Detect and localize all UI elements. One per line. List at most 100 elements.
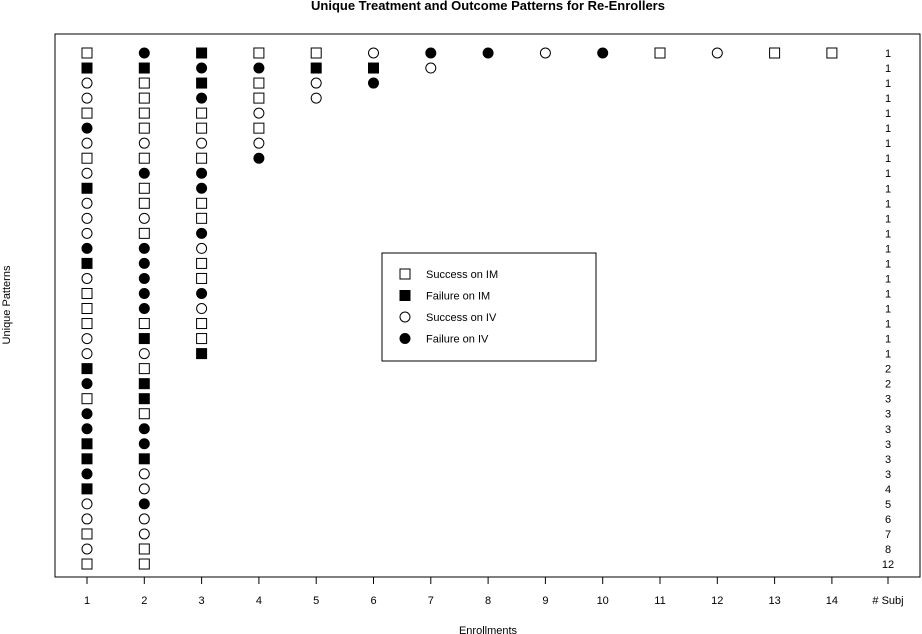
subject-count-label: 1 — [885, 93, 891, 105]
legend-marker — [399, 333, 411, 344]
pattern-marker — [81, 453, 93, 465]
pattern-marker — [196, 257, 208, 269]
pattern-marker — [138, 528, 150, 540]
x-tick-label: 10 — [597, 595, 609, 607]
pattern-marker — [138, 348, 150, 360]
pattern-marker — [138, 152, 150, 164]
pattern-marker — [81, 393, 93, 405]
subject-count-label: 7 — [885, 529, 891, 541]
pattern-marker — [196, 287, 208, 299]
subject-count-label: 1 — [885, 153, 891, 165]
pattern-marker — [196, 107, 208, 119]
pattern-marker — [138, 393, 150, 405]
pattern-marker — [81, 92, 93, 104]
pattern-marker — [425, 62, 437, 74]
pattern-marker — [81, 498, 93, 510]
pattern-marker — [196, 348, 208, 360]
subject-count-label: 3 — [885, 469, 891, 481]
pattern-marker — [138, 303, 150, 315]
pattern-marker — [138, 363, 150, 375]
subject-count-label: 8 — [885, 544, 891, 556]
subject-count-label: 1 — [885, 288, 891, 300]
subject-count-label: 1 — [885, 273, 891, 285]
count-header-label: # Subj — [872, 595, 903, 607]
pattern-marker — [196, 197, 208, 209]
subject-count-label: 1 — [885, 319, 891, 331]
pattern-marker — [138, 378, 150, 390]
pattern-marker — [138, 227, 150, 239]
legend-label: Failure on IV — [426, 334, 489, 346]
pattern-marker — [138, 257, 150, 269]
subject-count-label: 1 — [885, 304, 891, 316]
legend-marker — [399, 290, 411, 301]
legend: Success on IM Failure on IM Success on IV F… — [381, 252, 597, 362]
pattern-marker — [138, 287, 150, 299]
pattern-marker — [81, 197, 93, 209]
pattern-marker — [81, 543, 93, 555]
pattern-marker — [138, 182, 150, 194]
pattern-marker — [81, 348, 93, 360]
plot-frame — [54, 33, 921, 578]
pattern-marker — [138, 438, 150, 450]
x-tick-label: 2 — [141, 595, 147, 607]
pattern-marker — [196, 122, 208, 134]
pattern-marker — [81, 242, 93, 254]
legend-label: Success on IM — [426, 269, 498, 281]
pattern-marker — [196, 167, 208, 179]
pattern-marker — [81, 318, 93, 330]
pattern-marker — [138, 558, 150, 570]
pattern-marker — [138, 122, 150, 134]
pattern-marker — [253, 122, 265, 134]
pattern-marker — [310, 62, 322, 74]
pattern-marker — [138, 77, 150, 89]
pattern-marker — [310, 47, 322, 59]
pattern-marker — [81, 528, 93, 540]
subject-count-label: 3 — [885, 424, 891, 436]
pattern-marker — [81, 483, 93, 495]
pattern-marker — [196, 152, 208, 164]
subject-count-label: 1 — [885, 228, 891, 240]
subject-count-label: 5 — [885, 499, 891, 511]
pattern-marker — [539, 47, 551, 59]
pattern-marker — [81, 167, 93, 179]
legend-marker — [399, 268, 411, 280]
subject-count-label: 3 — [885, 439, 891, 451]
pattern-marker — [81, 438, 93, 450]
pattern-marker — [81, 287, 93, 299]
pattern-marker — [138, 483, 150, 495]
legend-box — [381, 252, 597, 362]
pattern-marker — [196, 92, 208, 104]
x-tick-label: 9 — [542, 595, 548, 607]
pattern-marker — [138, 272, 150, 284]
pattern-marker — [81, 212, 93, 224]
pattern-marker — [138, 468, 150, 480]
pattern-marker — [138, 423, 150, 435]
pattern-marker — [81, 423, 93, 435]
x-tick-label: 12 — [711, 595, 723, 607]
pattern-marker — [138, 453, 150, 465]
pattern-marker — [81, 272, 93, 284]
pattern-marker — [138, 498, 150, 510]
x-tick-label: 7 — [428, 595, 434, 607]
pattern-markers — [81, 47, 838, 570]
pattern-marker — [826, 47, 838, 59]
pattern-marker — [196, 47, 208, 59]
pattern-marker — [196, 242, 208, 254]
pattern-marker — [253, 152, 265, 164]
subject-count-label: 1 — [885, 108, 891, 120]
pattern-marker — [196, 272, 208, 284]
pattern-marker — [769, 47, 781, 59]
pattern-marker — [138, 62, 150, 74]
pattern-marker — [81, 513, 93, 525]
subject-count-label: 1 — [885, 63, 891, 75]
pattern-marker — [253, 92, 265, 104]
pattern-marker — [81, 152, 93, 164]
pattern-marker — [81, 257, 93, 269]
pattern-marker — [253, 47, 265, 59]
pattern-marker — [81, 62, 93, 74]
pattern-marker — [138, 137, 150, 149]
pattern-marker — [368, 77, 379, 89]
subject-count-label: 3 — [885, 454, 891, 466]
pattern-marker — [482, 47, 494, 59]
